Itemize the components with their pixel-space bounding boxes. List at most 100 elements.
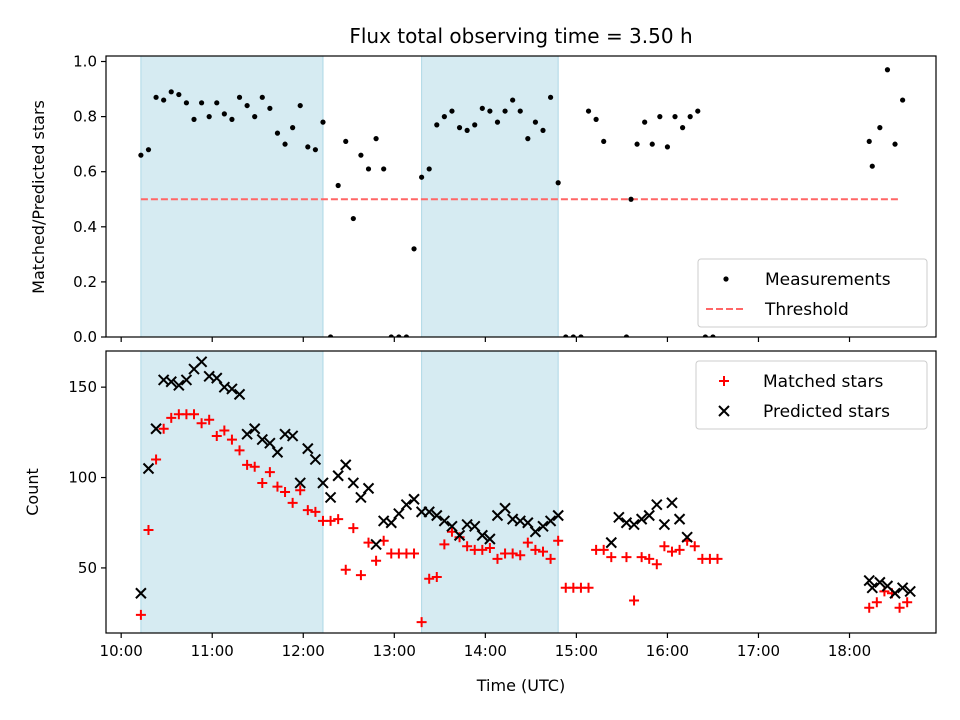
predicted-star-point <box>499 502 511 514</box>
measurement-point <box>335 182 341 189</box>
matched-star-point <box>249 461 260 472</box>
matched-star-point <box>598 544 609 555</box>
y-tick-label: 50 <box>78 559 97 577</box>
matched-star-point <box>629 595 640 606</box>
measurement-point <box>350 215 356 222</box>
predicted-star-point <box>605 536 617 549</box>
predicted-star-point <box>484 533 496 545</box>
data-points <box>135 356 916 628</box>
y-tick-label: 150 <box>68 378 97 396</box>
matched-star-point <box>189 409 200 420</box>
measurement-point <box>183 100 190 106</box>
matched-star-point <box>894 602 905 613</box>
legend-matched-marker <box>719 376 729 386</box>
matched-star-point <box>310 506 321 517</box>
y-tick-label: 0.8 <box>73 108 97 126</box>
legend-measurement-marker <box>723 276 729 282</box>
matched-star-point <box>295 485 306 496</box>
measurement-point <box>479 105 485 111</box>
predicted-star-point <box>211 372 223 384</box>
y-tick-label: 1.0 <box>73 53 97 71</box>
measurement-point <box>176 91 182 98</box>
measurement-point <box>540 127 546 133</box>
measurement-point <box>687 114 693 120</box>
matched-star-point <box>477 544 488 555</box>
predicted-star-point <box>173 379 185 392</box>
matched-star-point <box>302 505 313 516</box>
measurement-point <box>472 122 478 128</box>
predicted-star-point <box>400 498 413 511</box>
bottom-subplot: 10:00 11:00 12:00 13:00 14:00 15:00 16:00 17:00… <box>68 350 937 660</box>
measurement-point <box>206 114 212 120</box>
matched-star-point <box>135 609 146 620</box>
top-y-axis-label: Matched/Predicted stars <box>29 100 48 294</box>
matched-star-point <box>439 539 450 550</box>
matched-star-point <box>431 571 442 582</box>
matched-star-point <box>280 487 291 497</box>
measurement-point <box>426 166 432 172</box>
matched-star-point <box>712 553 723 564</box>
legend-label: Matched stars <box>763 372 883 392</box>
x-tick-label: 15:00 <box>555 642 598 660</box>
measurement-point <box>373 136 379 142</box>
predicted-star-point <box>423 506 435 518</box>
measurement-point <box>487 108 493 114</box>
matched-star-point <box>583 582 594 593</box>
matched-star-point <box>651 559 662 570</box>
measurement-point <box>305 144 311 150</box>
matched-star-point <box>621 552 632 563</box>
measurement-point <box>628 196 634 202</box>
x-tick-label: 13:00 <box>373 642 416 660</box>
measurement-point <box>403 334 410 337</box>
matched-star-point <box>864 602 875 613</box>
matched-star-point <box>636 552 647 563</box>
measurement-point <box>585 108 592 114</box>
predicted-star-point <box>180 374 193 386</box>
measurement-point <box>634 141 640 147</box>
measurement-point <box>695 108 701 114</box>
measurement-point <box>517 108 523 114</box>
measurement-point <box>434 122 440 128</box>
y-tick-label: 100 <box>68 469 97 487</box>
measurement-point <box>381 166 387 172</box>
predicted-star-point <box>431 509 443 522</box>
legend: Matched stars Predicted stars <box>695 360 928 430</box>
measurement-point <box>649 141 655 147</box>
measurement-point <box>236 94 243 100</box>
predicted-star-point <box>635 513 648 525</box>
measurement-point <box>877 125 883 131</box>
measurement-point <box>198 100 205 106</box>
axes-frame <box>105 350 937 634</box>
predicted-star-point <box>233 388 246 401</box>
legend-label: Predicted stars <box>763 402 890 422</box>
matched-star-point <box>538 546 549 557</box>
predicted-star-point <box>385 517 397 529</box>
measurement-point <box>327 334 334 337</box>
x-tick-label: 17:00 <box>737 642 780 660</box>
predicted-star-point <box>271 446 284 458</box>
measurement-point <box>672 114 678 120</box>
predicted-star-point <box>324 491 337 504</box>
measurement-point <box>365 166 372 172</box>
matched-star-point <box>462 541 473 552</box>
matched-star-point <box>409 548 420 559</box>
predicted-star-point <box>294 477 306 489</box>
x-tick-label: 18:00 <box>828 642 871 660</box>
matched-star-point <box>871 597 882 608</box>
matched-star-point <box>553 535 564 546</box>
predicted-star-point <box>446 520 458 533</box>
measurement-point <box>601 138 607 145</box>
matched-star-point <box>902 597 913 608</box>
measurement-point <box>153 94 159 100</box>
matched-star-point <box>272 481 283 492</box>
measurement-point <box>510 97 516 103</box>
measurement-point <box>884 67 891 73</box>
matched-star-point <box>234 445 245 456</box>
predicted-star-point <box>666 497 678 509</box>
measurement-point <box>664 144 671 150</box>
measurement-point <box>892 141 898 147</box>
predicted-star-point <box>476 529 489 542</box>
predicted-star-point <box>537 520 549 533</box>
matched-star-point <box>204 414 215 425</box>
matched-star-point <box>325 515 336 526</box>
